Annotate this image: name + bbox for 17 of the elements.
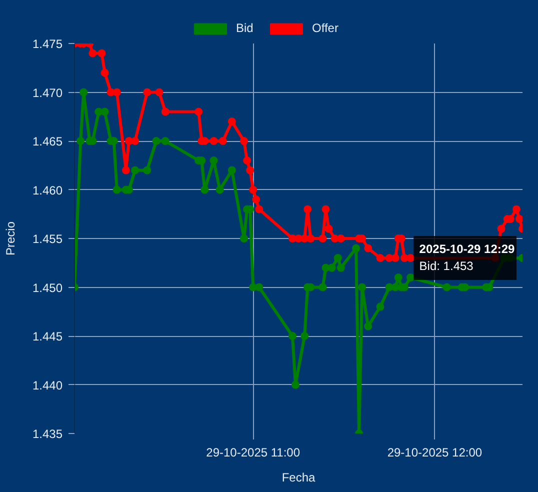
legend-label: Offer (312, 21, 338, 35)
y-tick-label: 1.450 (32, 280, 63, 295)
x-tick-label: 29-10-2025 12:00 (387, 446, 482, 460)
y-tick-label: 1.440 (32, 378, 63, 392)
annotation: Bid: 1.453 (419, 259, 474, 273)
x-tick-label: 29-10-2025 11:00 (206, 446, 300, 460)
y-axis-title: Precio (3, 221, 18, 256)
y-tick-label: 1.460 (32, 183, 63, 198)
y-tick-label: 1.455 (32, 232, 63, 246)
legend-label: Bid (236, 21, 254, 35)
y-tick-label: 1.435 (32, 427, 63, 441)
y-tick-label: 1.470 (32, 86, 63, 100)
y-tick-label: 1.465 (32, 134, 63, 148)
y-tick-label: 1.475 (32, 37, 63, 51)
annotation: 2025-10-29 12:29 (419, 242, 516, 256)
x-axis-title: Fecha (282, 470, 316, 484)
y-tick-label: 1.445 (32, 330, 63, 344)
